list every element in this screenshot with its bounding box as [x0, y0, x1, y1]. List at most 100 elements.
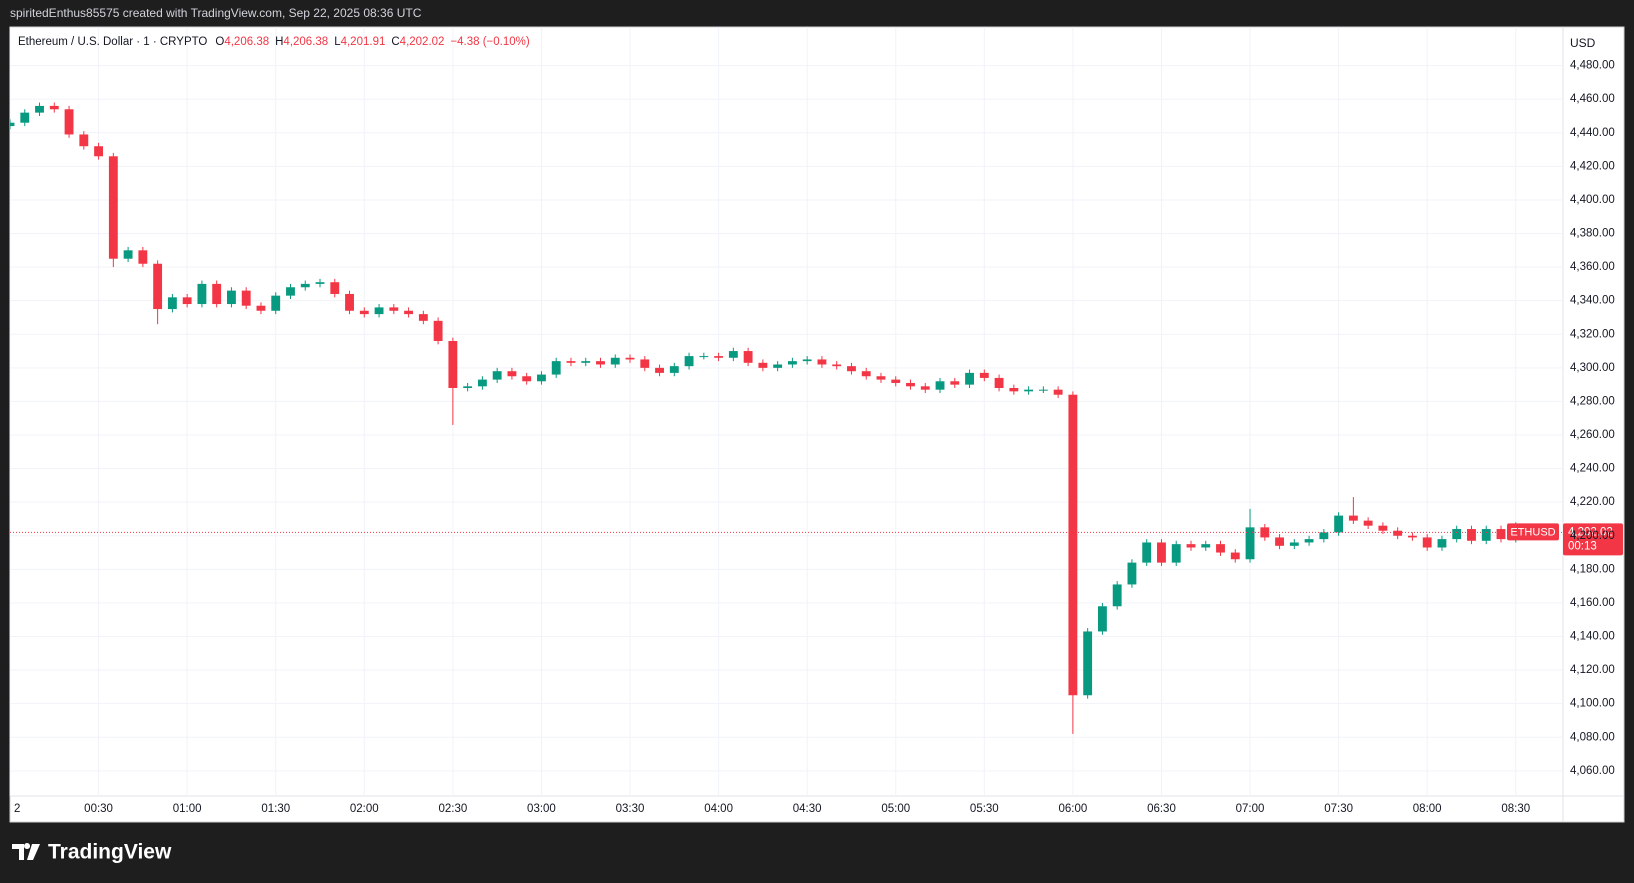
- candle-body: [743, 351, 753, 363]
- x-tick-label: 00:30: [84, 803, 113, 815]
- candle-body: [802, 359, 812, 362]
- candle-body: [728, 351, 738, 358]
- candle-body: [787, 361, 797, 365]
- grid: [9, 27, 1563, 796]
- candle-body: [1112, 584, 1122, 607]
- candle-body: [79, 134, 89, 147]
- candle-body: [1024, 389, 1034, 392]
- candle-body: [640, 359, 650, 368]
- x-tick-label: 04:00: [704, 803, 733, 815]
- currency: USD: [1570, 36, 1596, 50]
- candle-body: [227, 290, 236, 305]
- x-tick-label: 07:30: [1324, 803, 1353, 815]
- candle-body: [699, 356, 709, 358]
- candle-body: [551, 361, 561, 375]
- candle-body: [256, 305, 266, 311]
- candle-body: [1097, 606, 1107, 632]
- candle-body: [182, 297, 192, 305]
- candle-body: [1171, 544, 1181, 563]
- candle-body: [1275, 537, 1284, 546]
- candle-body: [167, 297, 177, 310]
- candle-body: [596, 361, 605, 365]
- chart-frame: [9, 26, 1625, 823]
- candle-body: [1245, 527, 1255, 560]
- y-tick-label: 4,140.00: [1570, 631, 1615, 643]
- y-tick-label: 4,200.00: [1570, 530, 1615, 542]
- candle-body: [876, 376, 886, 380]
- candle-body: [418, 314, 428, 321]
- x-tick-label: 03:00: [527, 803, 556, 815]
- candle-body: [847, 366, 856, 372]
- candle-body: [1452, 529, 1462, 540]
- candle-body: [1496, 529, 1506, 540]
- y-tick-label: 4,240.00: [1570, 463, 1615, 475]
- y-tick-label: 4,120.00: [1570, 664, 1615, 676]
- candle-body: [507, 371, 517, 377]
- y-tick-label: 4,360.00: [1570, 261, 1615, 273]
- y-tick-label: 4,440.00: [1570, 127, 1615, 139]
- legend-value: 4,206.38: [224, 36, 269, 48]
- candle-body: [1304, 539, 1314, 543]
- candle-body: [345, 293, 354, 311]
- y-tick-label: 4,400.00: [1570, 194, 1615, 206]
- candle-body: [64, 109, 74, 135]
- candle-body: [389, 307, 399, 311]
- candle-body: [1481, 529, 1491, 541]
- candle-body: [138, 250, 148, 264]
- y-tick-label: 4,300.00: [1570, 362, 1615, 374]
- credit: spiritedEnthus85575 created with Trading…: [10, 6, 422, 20]
- candle-body: [1230, 552, 1240, 560]
- candle-body: [522, 376, 532, 382]
- legend-value: 4,206.38: [283, 36, 328, 48]
- candle-body: [1157, 542, 1166, 563]
- candle-body: [433, 320, 443, 341]
- candle-body: [1363, 520, 1373, 526]
- candle-body: [1201, 544, 1211, 548]
- candle-body: [448, 340, 458, 388]
- candle-body: [1289, 542, 1299, 546]
- x-tick-label: 08:00: [1413, 803, 1442, 815]
- x-tick-label: 05:30: [970, 803, 999, 815]
- candle-body: [1334, 515, 1344, 533]
- candle-body: [123, 250, 133, 259]
- candle-body: [49, 105, 59, 110]
- candle-body: [655, 367, 664, 373]
- y-tick-label: 4,220.00: [1570, 496, 1615, 508]
- symbol-tag: [1507, 523, 1559, 541]
- x-tick-label: 03:30: [616, 803, 645, 815]
- candle-body: [1053, 389, 1063, 395]
- x-tick-label: 04:30: [793, 803, 822, 815]
- countdown: 00:13: [1568, 540, 1597, 552]
- candle-body: [861, 371, 871, 377]
- y-tick-label: 4,260.00: [1570, 429, 1615, 441]
- candle-body: [625, 357, 635, 360]
- y-tick-label: 4,080.00: [1570, 731, 1615, 743]
- candle-body: [758, 362, 768, 368]
- candle-body: [1142, 542, 1152, 563]
- candle-body: [1009, 387, 1019, 392]
- x-tick-label: 01:30: [261, 803, 290, 815]
- y-tick-label: 4,420.00: [1570, 160, 1615, 172]
- y-tick-label: 4,320.00: [1570, 328, 1615, 340]
- symbol-tag-text: ETHUSD: [1510, 526, 1555, 538]
- legend-key: L: [334, 36, 341, 48]
- y-tick-label: 4,460.00: [1570, 93, 1615, 105]
- candle-body: [1068, 394, 1078, 696]
- y-tick-label: 4,060.00: [1570, 765, 1615, 777]
- candle-body: [286, 287, 295, 296]
- logo: TradingView: [12, 841, 172, 864]
- candle-body: [1467, 529, 1476, 541]
- candle-body: [359, 310, 369, 315]
- candle-body: [832, 364, 842, 367]
- candle-body: [1038, 389, 1048, 391]
- candle-body: [20, 112, 30, 123]
- candle-body: [935, 381, 945, 390]
- candle-body: [1186, 544, 1196, 548]
- legend: Ethereum / U.S. Dollar · 1 · CRYPTO O4,20…: [18, 36, 530, 48]
- candle-body: [153, 263, 163, 310]
- candle-body: [1437, 539, 1447, 548]
- candle-body: [817, 359, 827, 365]
- brand: TradingView: [48, 841, 172, 864]
